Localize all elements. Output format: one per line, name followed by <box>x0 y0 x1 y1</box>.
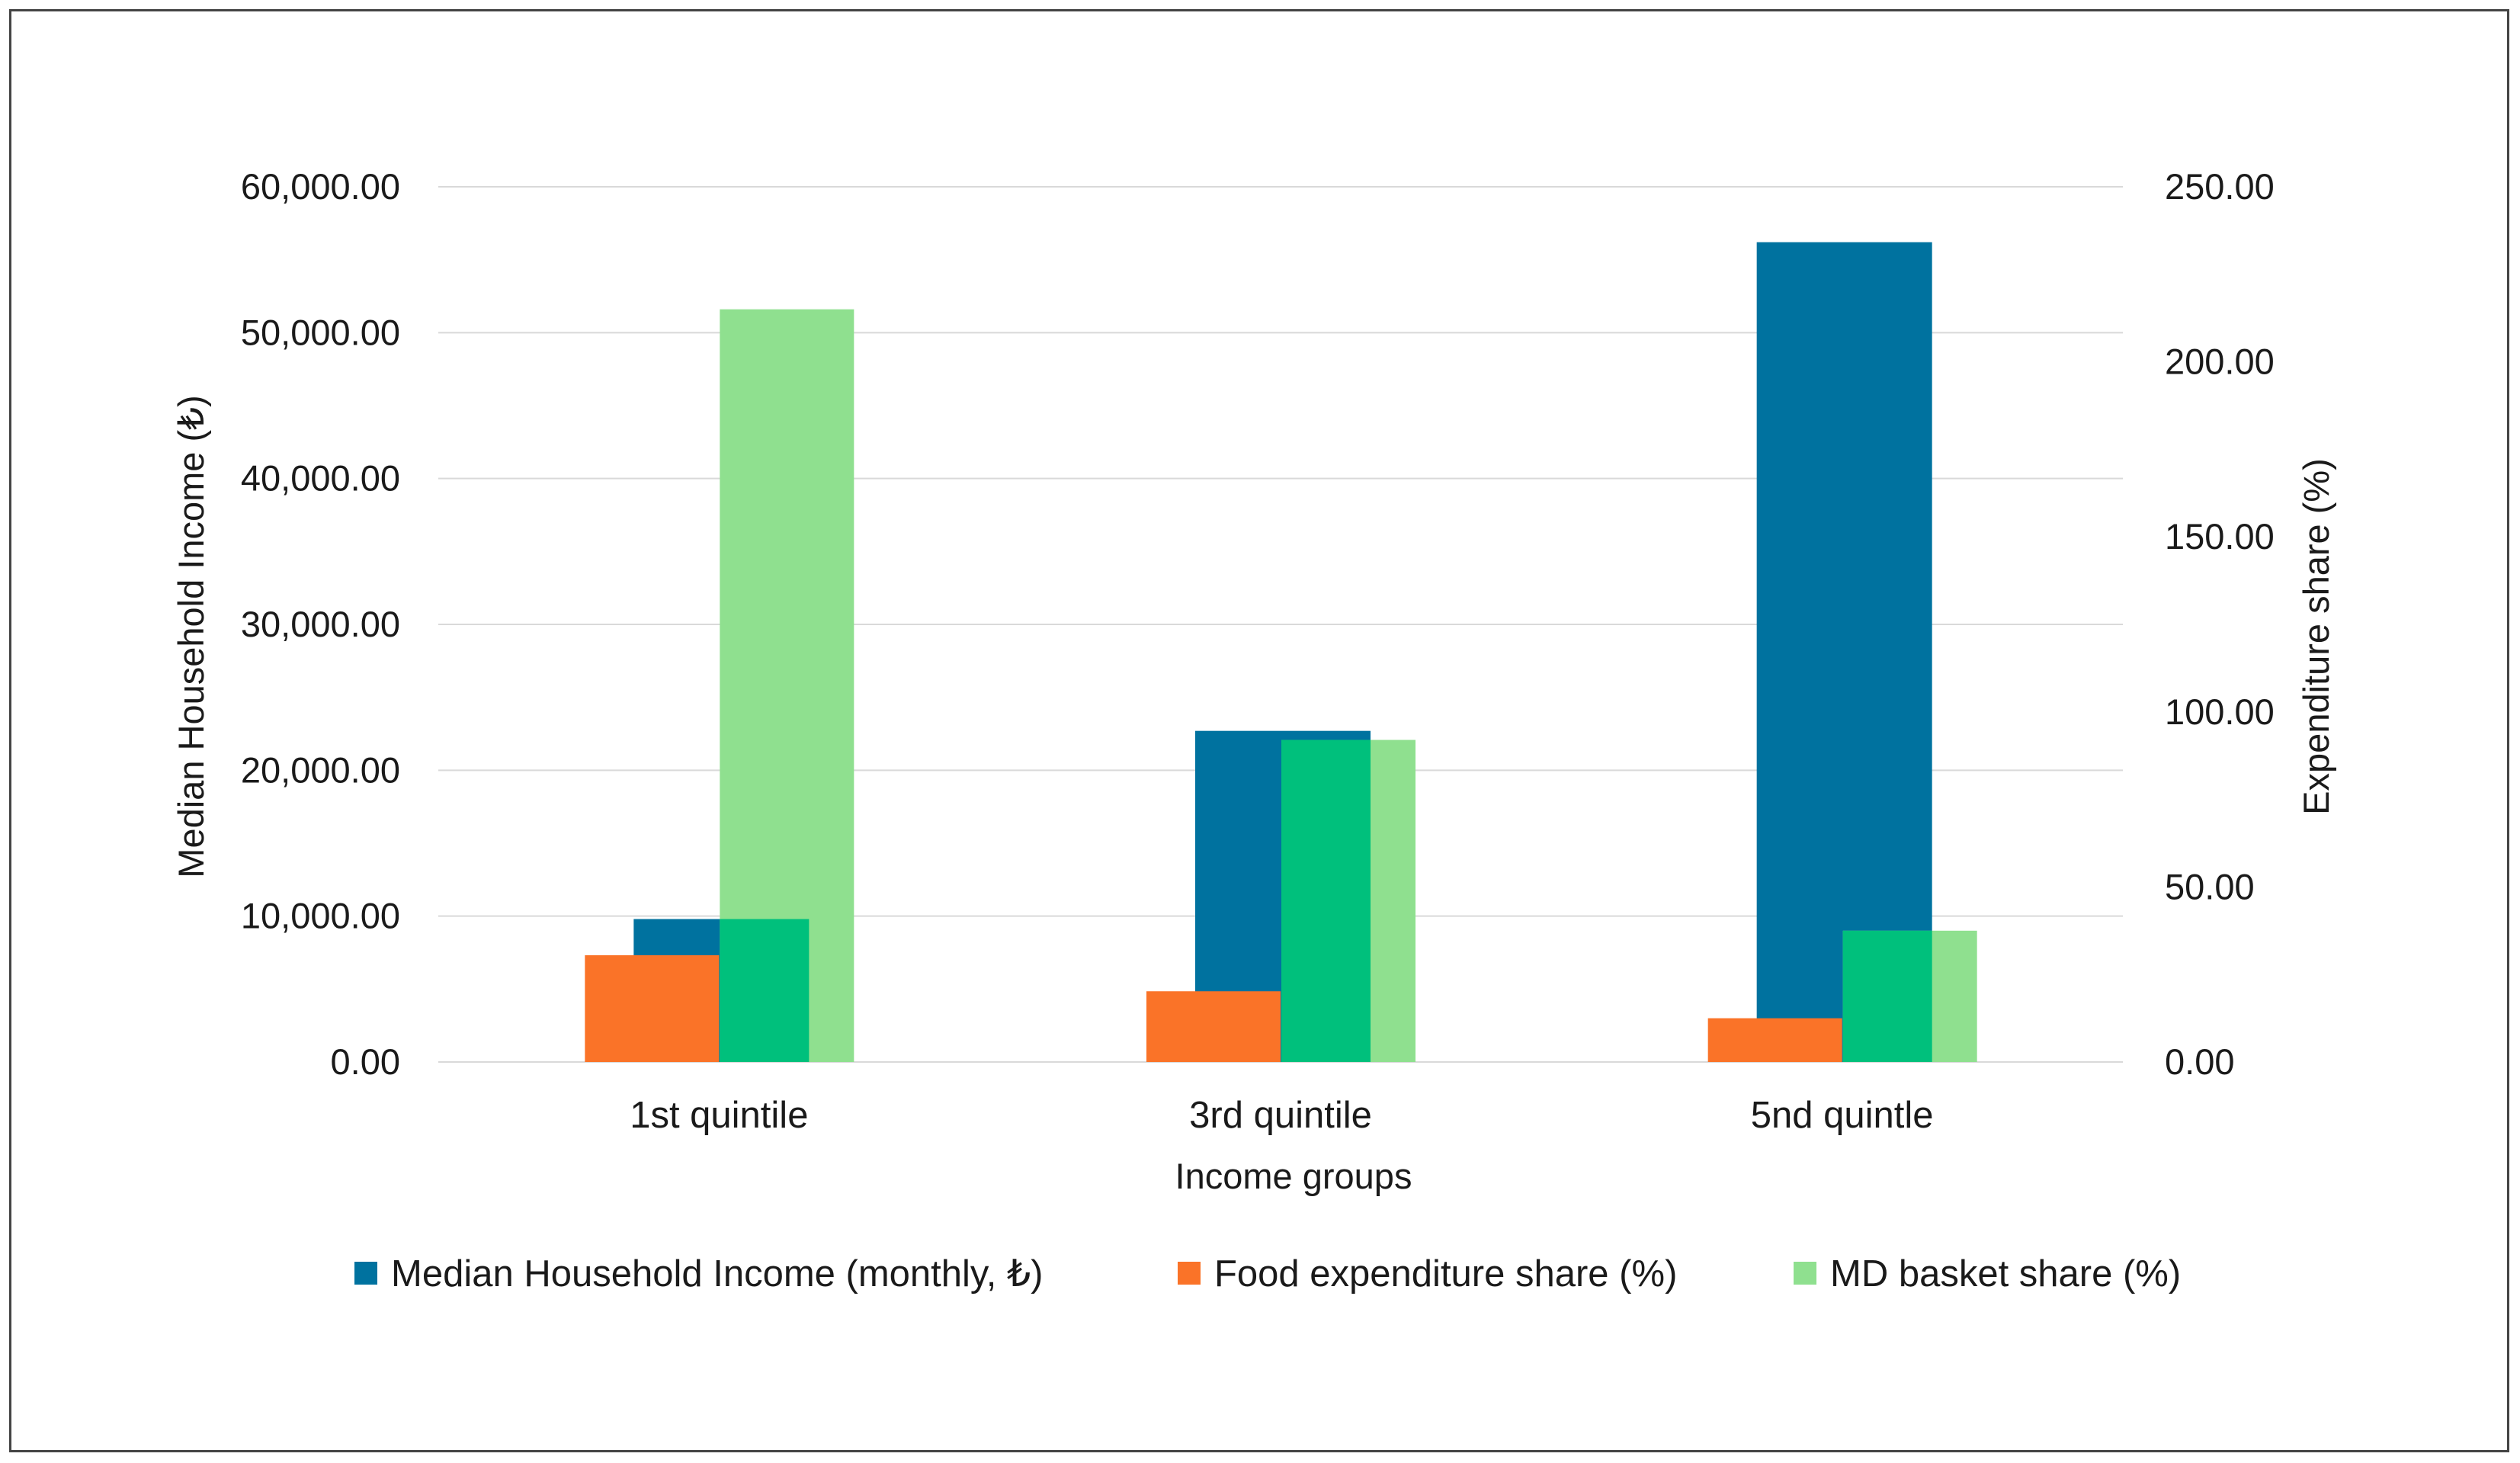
bar-food-share <box>1707 1018 1842 1062</box>
legend: Median Household Income (monthly, ₺) Foo… <box>354 1253 2181 1295</box>
x-tick-label: 5nd quintle <box>1751 1095 1934 1136</box>
bar-food-share <box>585 954 720 1062</box>
bar-md-basket-overlap <box>1281 740 1371 1062</box>
bar-md-basket-overlap <box>1842 930 1932 1062</box>
legend-swatch-md-basket <box>1794 1262 1816 1285</box>
bar-income <box>1756 242 1932 1062</box>
y-tick-label: 50,000.00 <box>241 312 400 352</box>
y2-tick-label: 150.00 <box>2165 516 2275 557</box>
legend-swatch-food <box>1178 1262 1201 1285</box>
y2-tick-label: 100.00 <box>2165 691 2275 732</box>
tick-labels: 0.00 10,000.00 20,000.00 30,000.00 40,000.00… <box>241 166 2275 1136</box>
chart-svg: 0.00 10,000.00 20,000.00 30,000.00 40,000.00… <box>171 166 2336 1295</box>
y-axis-title: Median Household Income (₺) <box>171 395 211 877</box>
bars <box>585 242 1977 1063</box>
y-tick-label: 40,000.00 <box>241 458 400 499</box>
y-tick-label: 10,000.00 <box>241 896 400 936</box>
legend-label-food: Food expenditure share (%) <box>1214 1253 1677 1295</box>
y2-tick-label: 0.00 <box>2165 1041 2234 1082</box>
y-tick-label: 0.00 <box>331 1041 400 1082</box>
bar-food-share <box>1146 991 1281 1062</box>
legend-label-md-basket: MD basket share (%) <box>1830 1253 2181 1295</box>
y2-tick-label: 50.00 <box>2165 866 2255 906</box>
x-axis-title: Income groups <box>1175 1156 1412 1196</box>
legend-swatch-income <box>354 1262 377 1285</box>
bar-md-basket-overlap <box>720 919 810 1062</box>
y-tick-label: 20,000.00 <box>241 749 400 790</box>
y2-axis-title: Expenditure share (%) <box>2296 458 2336 815</box>
y2-tick-label: 200.00 <box>2165 342 2275 382</box>
x-tick-label: 1st quintile <box>630 1095 808 1136</box>
y2-tick-label: 250.00 <box>2165 166 2275 207</box>
x-tick-label: 3rd quintile <box>1189 1095 1372 1136</box>
legend-label-income: Median Household Income (monthly, ₺) <box>391 1253 1044 1295</box>
chart-frame: 0.00 10,000.00 20,000.00 30,000.00 40,000.00… <box>9 9 2509 1452</box>
y-tick-label: 30,000.00 <box>241 604 400 644</box>
y-tick-label: 60,000.00 <box>241 166 400 207</box>
